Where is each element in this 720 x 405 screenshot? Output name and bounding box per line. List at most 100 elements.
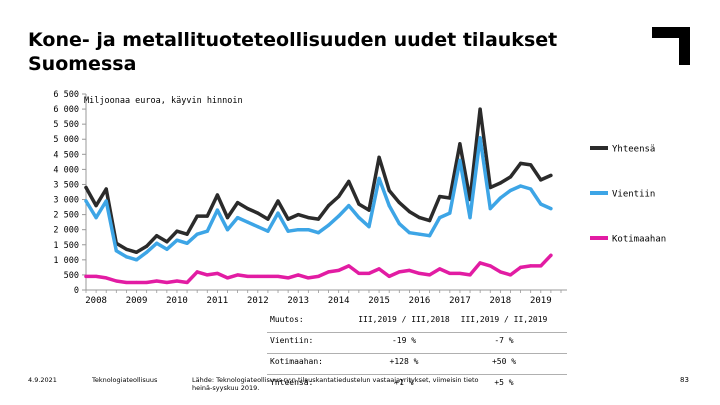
data-point — [407, 268, 412, 272]
stats-row-export: Vientiin: -19 % -7 % — [267, 333, 567, 354]
data-point — [195, 270, 199, 274]
x-tick-label: 2018 — [490, 296, 512, 306]
data-point — [508, 273, 513, 277]
x-tick-label: 2015 — [368, 296, 390, 306]
data-point — [316, 231, 321, 235]
data-point — [529, 264, 533, 268]
x-tick-label: 2009 — [126, 296, 148, 306]
data-point — [397, 270, 401, 274]
data-point — [326, 203, 331, 208]
y-tick-label: 6 500 — [53, 90, 79, 100]
data-point — [175, 238, 179, 242]
data-point — [165, 247, 169, 251]
data-point — [539, 264, 543, 268]
data-point — [549, 253, 553, 257]
change-stats-table: Muutos: III,2019 / III,2018 III,2019 / I… — [267, 312, 567, 395]
y-tick-label: 3 000 — [53, 196, 79, 206]
data-point — [478, 261, 482, 265]
x-tick-label: 2016 — [409, 296, 431, 306]
data-point — [296, 213, 300, 217]
data-point — [215, 193, 219, 197]
data-point — [347, 179, 351, 184]
data-point — [326, 223, 331, 227]
data-point — [458, 271, 462, 276]
legend: Yhteensä Vientiin Kotimaahan — [590, 145, 666, 245]
data-point — [185, 241, 189, 245]
y-tick-label: 3 500 — [53, 180, 79, 190]
data-point — [377, 267, 381, 271]
x-tick-label: 2019 — [530, 296, 552, 306]
legend-label: Vientiin — [612, 190, 655, 200]
data-point — [367, 208, 371, 212]
data-point — [296, 273, 300, 277]
data-point — [84, 185, 88, 190]
data-point — [478, 136, 482, 140]
data-point — [518, 265, 523, 269]
data-point — [276, 199, 280, 203]
data-point — [468, 273, 472, 277]
corner-logo-mark — [652, 27, 690, 65]
data-point — [175, 279, 179, 283]
stats-row-label: Vientiin: — [270, 336, 314, 345]
data-point — [84, 199, 88, 203]
data-point — [417, 232, 422, 236]
data-point — [306, 216, 310, 220]
data-point — [508, 188, 513, 193]
series-line-vientiin — [84, 135, 553, 262]
y-axis: 0 500 1 000 1 500 2 000 2 500 3 000 3 500 4 000 4… — [53, 90, 87, 296]
data-point — [225, 216, 230, 220]
data-point — [478, 107, 482, 111]
data-point — [94, 216, 98, 220]
data-point — [417, 271, 422, 276]
data-point — [549, 206, 553, 211]
data-point — [134, 280, 139, 285]
x-tick-label: 2017 — [449, 296, 471, 306]
data-point — [205, 273, 209, 277]
data-point — [134, 250, 139, 254]
data-point — [145, 244, 149, 248]
stats-header-label: Muutos: — [270, 315, 304, 324]
data-point — [397, 222, 401, 226]
data-point — [225, 228, 230, 232]
data-point — [286, 217, 290, 221]
data-point — [357, 216, 361, 220]
data-point — [508, 175, 513, 179]
data-point — [488, 185, 492, 190]
y-tick-label: 500 — [64, 271, 79, 281]
stats-row-total: Yhteensä: +1 % +5 % — [267, 375, 567, 395]
page-number: 83 — [680, 376, 689, 384]
data-point — [104, 187, 108, 191]
data-point — [387, 188, 391, 193]
data-point — [246, 206, 250, 211]
data-point — [377, 155, 381, 159]
data-point — [438, 216, 442, 220]
data-point — [337, 268, 341, 272]
data-point — [529, 187, 533, 191]
data-point — [448, 196, 452, 200]
y-tick-label: 1 000 — [53, 256, 79, 266]
data-point — [488, 206, 492, 211]
data-point — [316, 217, 321, 221]
data-point — [124, 280, 129, 285]
y-tick-label: 4 000 — [53, 165, 79, 175]
series-line-kotimaahan — [84, 253, 553, 285]
data-point — [145, 250, 149, 254]
stats-row-yoy: +1 % — [394, 378, 414, 387]
stats-row-yoy: +128 % — [389, 357, 419, 366]
footer-date: 4.9.2021 — [28, 376, 57, 384]
x-tick-label: 2011 — [207, 296, 229, 306]
data-point — [276, 211, 280, 215]
data-point — [256, 211, 260, 215]
data-point — [488, 264, 492, 268]
data-point — [367, 271, 371, 276]
x-axis: 2008 2009 2010 2011 2012 2013 2014 2015 2016 2017… — [85, 289, 567, 306]
data-point — [518, 161, 523, 165]
data-point — [266, 274, 270, 279]
data-point — [498, 270, 502, 274]
data-point — [337, 214, 341, 218]
data-point — [235, 216, 240, 220]
y-axis-label: Miljoonaa euroa, käyvin hinnoin — [84, 96, 243, 106]
legend-entry-yhteens-: Yhteensä — [590, 145, 655, 155]
x-tick-label: 2014 — [328, 296, 350, 306]
